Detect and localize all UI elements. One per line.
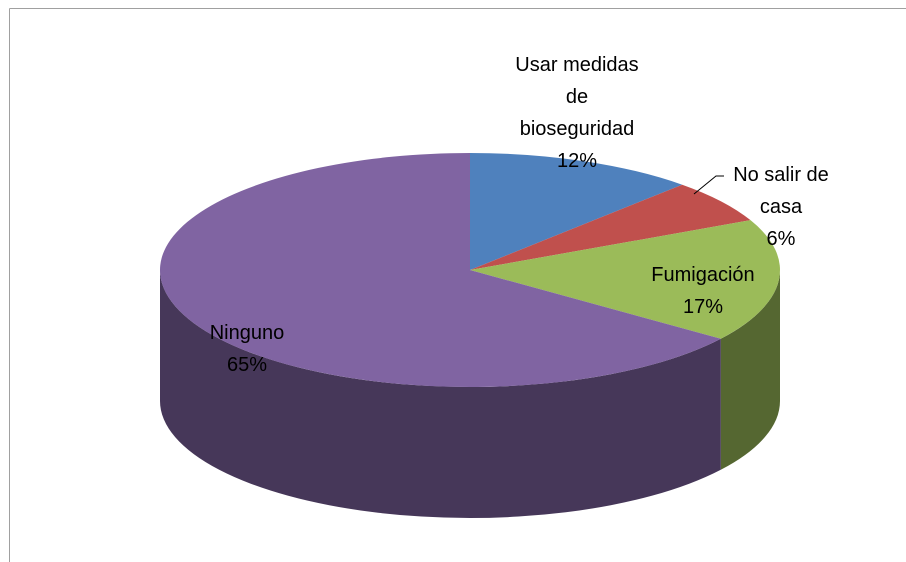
category-label: Usar medidas de bioseguridad <box>515 54 639 140</box>
slice-label: No salir de casa 6% <box>721 159 841 255</box>
pie-side <box>720 270 781 470</box>
category-label: Fumigación <box>651 264 755 286</box>
slice-label: Usar medidas de bioseguridad 12% <box>507 49 647 177</box>
pie-slice <box>470 184 751 270</box>
category-label: No salir de casa <box>733 164 829 218</box>
pie-slice <box>159 153 721 387</box>
category-label: Ninguno <box>209 322 285 344</box>
pie-sides <box>160 270 781 518</box>
pie-tops <box>159 153 781 387</box>
pie-side <box>160 270 721 518</box>
value-label: 6% <box>766 228 796 250</box>
pie-slice <box>470 220 781 339</box>
value-label: 65% <box>226 354 268 376</box>
pie-slice <box>470 153 683 270</box>
slice-label: Fumigación 17% <box>638 259 768 323</box>
leader-line <box>693 175 724 195</box>
value-label: 12% <box>556 150 598 172</box>
value-label: 17% <box>682 296 724 318</box>
slice-label: Ninguno 65% <box>187 317 307 381</box>
